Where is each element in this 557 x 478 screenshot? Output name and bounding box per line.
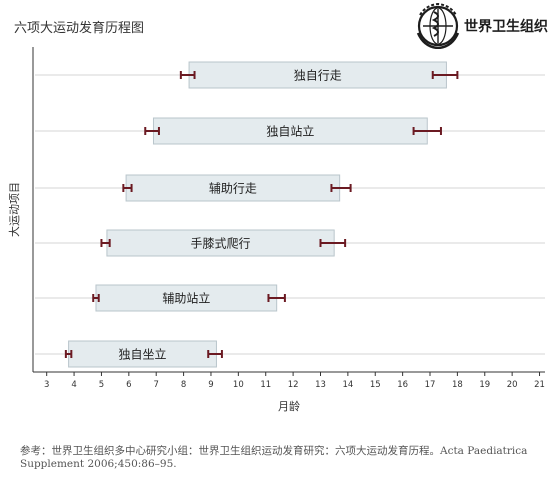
range-bar	[68, 340, 217, 368]
bar-label: 独自坐立	[119, 347, 167, 362]
y-axis-label: 大运动项目	[7, 182, 21, 237]
bar-label: 辅助行走	[209, 182, 257, 196]
x-tick-label: 10	[233, 380, 244, 390]
x-tick-label: 18	[452, 380, 463, 390]
chart-title: 六项大运动发育历程图	[14, 21, 145, 36]
bar-label: 手膝式爬行	[191, 237, 251, 251]
x-tick-label: 6	[126, 380, 131, 390]
x-tick-label: 3	[44, 380, 49, 390]
bar-label: 独自站立	[266, 124, 314, 139]
x-tick-label: 12	[288, 380, 299, 390]
x-axis-label: 月龄	[278, 399, 300, 413]
x-tick-label: 7	[153, 380, 158, 390]
x-tick-label: 16	[397, 380, 408, 390]
x-tick-label: 13	[315, 380, 326, 390]
x-tick-label: 11	[260, 380, 271, 390]
x-tick-label: 5	[99, 380, 104, 390]
x-tick-label: 8	[181, 380, 186, 390]
bar-label: 独自行走	[294, 69, 342, 83]
range-bar	[125, 174, 341, 202]
x-tick-label: 14	[342, 380, 353, 390]
x-tick-label: 21	[534, 380, 545, 390]
who-emblem-icon	[416, 3, 460, 49]
x-tick-label: 4	[71, 380, 76, 390]
x-tick-label: 19	[479, 380, 490, 390]
x-tick-label: 15	[370, 380, 381, 390]
range-bar	[152, 117, 428, 145]
reference-text: 参考：世界卫生组织多中心研究小组：世界卫生组织运动发育研究：六项大运动发育历程。…	[20, 445, 528, 470]
x-tick-label: 9	[208, 380, 213, 390]
logo-text: 世界卫生组织	[464, 19, 548, 35]
x-tick-label: 20	[507, 380, 518, 390]
x-tick-label: 17	[425, 380, 436, 390]
range-bar	[95, 284, 278, 312]
milestone-chart: 3 4 5 6 7 8 9 10 11 12 13 14 15 16 17 18 19 20 21月龄大运动项目独自…	[7, 47, 545, 413]
bar-label: 辅助站立	[162, 291, 210, 306]
